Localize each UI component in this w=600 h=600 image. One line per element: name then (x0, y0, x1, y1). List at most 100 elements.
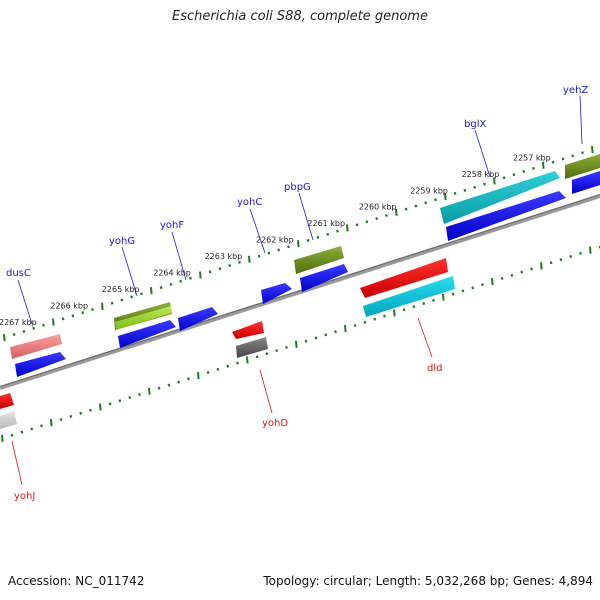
minor-tick (363, 320, 367, 324)
major-tick (297, 240, 300, 248)
minor-tick (287, 245, 290, 249)
minor-tick (522, 170, 526, 173)
minor-tick (255, 355, 259, 359)
minor-tick (520, 270, 524, 274)
minor-tick (226, 364, 230, 368)
scale-label: 2260 kbp (359, 203, 397, 212)
minor-tick (422, 302, 426, 305)
minor-tick (69, 414, 73, 418)
gene-forward-cds[interactable] (118, 320, 176, 348)
minor-tick (581, 151, 584, 155)
gene-label-dld[interactable]: dld (427, 363, 442, 374)
major-tick (295, 340, 298, 348)
minor-tick (414, 204, 418, 208)
minor-tick (267, 251, 271, 255)
scale-label: 2264 kbp (153, 269, 191, 278)
gene-reverse-cds[interactable] (0, 411, 17, 429)
minor-tick (326, 232, 330, 236)
minor-tick (569, 255, 573, 258)
minor-tick (530, 267, 533, 271)
minor-tick (385, 213, 388, 217)
gene-forward-cds[interactable] (572, 171, 600, 194)
gene-dld[interactable] (360, 258, 448, 298)
minor-tick (434, 198, 437, 202)
scale-label: 2259 kbp (410, 186, 448, 195)
minor-tick (128, 396, 132, 400)
gene-reverse-cds[interactable] (363, 276, 455, 317)
gene-dusC[interactable] (10, 334, 62, 359)
gene-reverse-cds[interactable] (236, 337, 268, 358)
gene-label-yohG[interactable]: yohG (109, 236, 135, 247)
minor-tick (218, 267, 222, 271)
gene-forward-cds[interactable] (15, 352, 66, 377)
minor-tick (461, 289, 465, 293)
minor-tick (157, 386, 161, 390)
minor-tick (500, 276, 504, 280)
minor-tick (324, 333, 328, 337)
gene-bglX[interactable] (440, 171, 560, 224)
minor-tick (10, 433, 14, 437)
gene-label-dusC[interactable]: dusC (6, 268, 31, 279)
minor-tick (189, 276, 192, 280)
minor-tick (118, 399, 122, 403)
minor-tick (402, 308, 406, 312)
minor-tick (110, 301, 114, 305)
scale-label: 2265 kbp (102, 285, 140, 294)
minor-tick (334, 330, 337, 334)
gene-yehZ[interactable] (565, 154, 600, 179)
map-title: Escherichia coli S88, complete genome (172, 9, 428, 24)
scale-label: 2261 kbp (307, 219, 345, 228)
minor-tick (61, 317, 65, 321)
gene-yohJ[interactable] (0, 393, 14, 409)
gene-yohD[interactable] (232, 321, 264, 339)
major-tick (491, 277, 494, 286)
minor-tick (375, 217, 379, 221)
minor-tick (91, 308, 94, 311)
minor-tick (579, 251, 582, 255)
gene-forward-cds[interactable] (300, 264, 348, 292)
minor-tick (167, 383, 171, 387)
minor-tick (481, 283, 484, 287)
major-tick (197, 372, 200, 380)
gene-label-yohD[interactable]: yohD (262, 418, 288, 429)
gene-yohF[interactable] (178, 307, 218, 331)
minor-tick (471, 286, 475, 290)
minor-tick (228, 264, 232, 268)
minor-tick (216, 367, 220, 371)
minor-tick (412, 305, 416, 309)
minor-tick (59, 418, 63, 422)
gene-pbpG[interactable] (294, 246, 344, 274)
minor-tick (353, 323, 357, 327)
gene-forward-cds[interactable] (446, 191, 566, 241)
minor-tick (306, 239, 310, 242)
minor-tick (79, 411, 83, 415)
minor-tick (108, 402, 112, 406)
minor-tick (483, 182, 486, 186)
minor-tick (206, 371, 210, 374)
tick-marks (1, 145, 600, 442)
gene-label-bglX[interactable]: bglX (464, 119, 486, 130)
major-tick (3, 334, 6, 342)
minor-tick (336, 229, 339, 233)
minor-tick (169, 282, 173, 286)
gene-label-yohC[interactable]: yohC (237, 197, 262, 208)
genome-backbone (0, 194, 600, 390)
gene-label-yohJ[interactable]: yohJ (14, 491, 35, 502)
minor-tick (30, 427, 34, 431)
gene-label-yohF[interactable]: yohF (160, 220, 184, 231)
minor-tick (463, 188, 467, 192)
major-tick (393, 309, 396, 317)
minor-tick (20, 430, 24, 434)
gene-label-pbpG[interactable]: pbpG (284, 182, 311, 193)
minor-tick (551, 160, 555, 164)
minor-tick (383, 314, 386, 318)
gene-label-yehZ[interactable]: yehZ (563, 85, 588, 96)
minor-tick (277, 248, 281, 252)
minor-tick (71, 314, 75, 318)
accession-text: Accession: NC_011742 (8, 574, 145, 588)
gene-yohC[interactable] (261, 283, 292, 304)
minor-tick (81, 311, 85, 315)
minor-tick (265, 352, 269, 356)
scale-labels: 2257 kbp 2258 kbp 2259 kbp 2260 kbp 2261 kbp… (0, 153, 551, 326)
